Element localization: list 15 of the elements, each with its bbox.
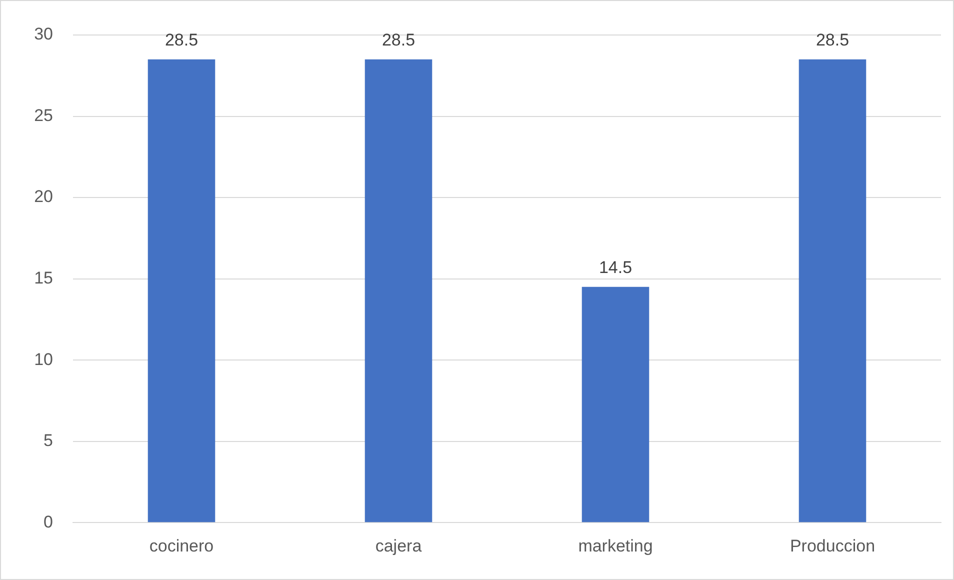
data-label: 14.5 [598, 258, 632, 278]
y-tick-label: 10 [34, 350, 53, 369]
y-tick-label: 5 [44, 431, 53, 450]
y-tick-label: 15 [34, 268, 53, 288]
y-tick-label: 20 [34, 187, 53, 206]
x-tick-label: marketing [578, 536, 653, 556]
y-tick-label: 25 [34, 106, 53, 125]
data-label: 28.5 [816, 30, 850, 50]
x-tick-label: Produccion [790, 536, 876, 556]
y-tick-label: 30 [34, 24, 53, 44]
data-label: 28.5 [382, 30, 416, 50]
x-tick-label: cajera [375, 536, 422, 556]
data-label: 28.5 [164, 30, 198, 50]
x-tick-label: cocinero [149, 536, 214, 556]
y-tick-label: 0 [44, 512, 53, 532]
